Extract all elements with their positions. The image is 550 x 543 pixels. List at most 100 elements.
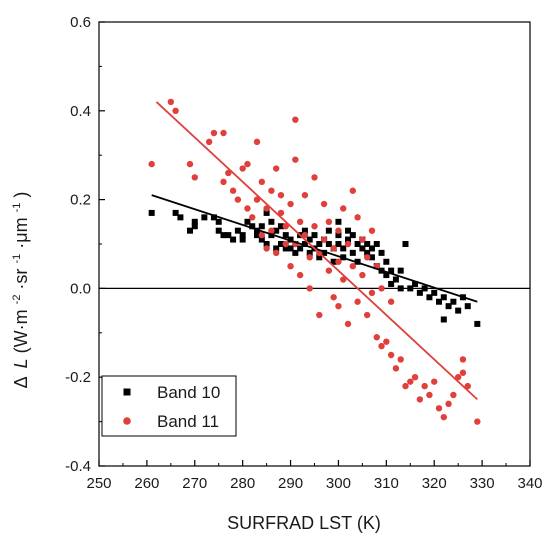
data-point-band-10 bbox=[297, 245, 304, 252]
data-point-band-10 bbox=[397, 285, 404, 292]
data-point-band-11 bbox=[210, 129, 218, 137]
data-point-band-10 bbox=[282, 232, 289, 239]
data-point-band-11 bbox=[253, 138, 261, 146]
data-point-band-11 bbox=[244, 160, 251, 168]
y-axis-unit-sup-2: -1 bbox=[11, 254, 23, 264]
data-point-band-10 bbox=[215, 227, 222, 234]
data-point-band-10 bbox=[354, 241, 361, 247]
data-point-band-11 bbox=[416, 396, 424, 403]
legend-marker-band-10 bbox=[123, 388, 131, 396]
data-point-band-11 bbox=[148, 160, 155, 168]
data-point-band-10 bbox=[455, 307, 462, 314]
data-point-band-11 bbox=[340, 205, 347, 212]
data-point-band-10 bbox=[249, 223, 256, 230]
y-axis-variable: L bbox=[11, 358, 31, 368]
data-point-band-10 bbox=[254, 232, 261, 239]
data-point-band-11 bbox=[387, 298, 395, 305]
x-tick-label: 260 bbox=[134, 475, 159, 492]
y-axis-unit-mid-2: ·μm bbox=[11, 217, 31, 248]
x-tick-label: 340 bbox=[517, 475, 542, 492]
data-point-band-10 bbox=[450, 298, 457, 305]
data-point-band-11 bbox=[249, 214, 256, 221]
data-point-band-11 bbox=[205, 138, 213, 146]
data-point-band-11 bbox=[296, 271, 304, 279]
data-point-band-10 bbox=[426, 294, 433, 301]
data-point-band-10 bbox=[345, 227, 352, 234]
data-point-band-11 bbox=[407, 378, 414, 385]
y-axis-unit-sup-3: -1 bbox=[11, 203, 23, 213]
data-point-band-11 bbox=[244, 205, 251, 212]
data-point-band-10 bbox=[416, 289, 423, 296]
data-point-band-10 bbox=[301, 227, 308, 234]
data-point-band-10 bbox=[440, 294, 447, 301]
data-point-band-10 bbox=[172, 209, 179, 216]
y-tick-label: 0.6 bbox=[70, 14, 91, 31]
data-point-band-11 bbox=[387, 351, 395, 359]
data-point-band-11 bbox=[354, 298, 361, 305]
data-point-band-10 bbox=[335, 218, 342, 225]
data-point-band-11 bbox=[421, 382, 428, 390]
data-point-band-11 bbox=[277, 209, 285, 217]
data-point-band-10 bbox=[177, 214, 184, 221]
y-axis-delta: Δ bbox=[11, 376, 31, 388]
y-axis-unit-close: ) bbox=[11, 192, 31, 198]
data-point-band-11 bbox=[311, 174, 318, 181]
data-point-band-10 bbox=[349, 232, 356, 239]
data-point-band-11 bbox=[292, 116, 299, 123]
x-tick-label: 330 bbox=[470, 475, 495, 492]
data-point-band-10 bbox=[397, 267, 404, 274]
data-point-band-10 bbox=[412, 280, 419, 287]
y-axis-unit-sup-1: -2 bbox=[11, 295, 23, 305]
data-point-band-11 bbox=[220, 178, 227, 186]
data-point-band-10 bbox=[364, 241, 371, 247]
data-point-band-10 bbox=[464, 303, 471, 310]
data-point-band-11 bbox=[349, 263, 357, 270]
data-point-band-10 bbox=[273, 245, 280, 252]
data-point-band-10 bbox=[306, 236, 313, 243]
data-point-band-11 bbox=[325, 267, 333, 274]
data-point-band-11 bbox=[287, 200, 294, 208]
data-point-band-11 bbox=[316, 311, 323, 319]
x-axis-title: SURFRAD LST (K) bbox=[227, 513, 381, 533]
data-point-band-11 bbox=[282, 223, 289, 230]
data-point-band-11 bbox=[320, 200, 328, 208]
data-point-band-11 bbox=[359, 271, 366, 279]
data-point-band-10 bbox=[474, 320, 481, 327]
data-point-band-11 bbox=[234, 196, 242, 203]
data-point-band-11 bbox=[301, 191, 309, 199]
data-point-band-11 bbox=[335, 258, 342, 265]
data-point-band-10 bbox=[345, 236, 352, 243]
data-point-band-10 bbox=[321, 249, 328, 256]
data-point-band-11 bbox=[392, 365, 400, 372]
data-point-band-11 bbox=[335, 302, 342, 310]
axes: 250 260 270 280 290 300 310 320 330 340 -0.4 -0.2 0.… bbox=[65, 14, 542, 492]
data-point-band-10 bbox=[364, 249, 371, 256]
data-point-band-10 bbox=[277, 223, 284, 230]
data-point-band-11 bbox=[397, 356, 404, 363]
data-point-band-11 bbox=[220, 129, 227, 137]
legend-label-band-11: Band 11 bbox=[157, 412, 219, 431]
data-point-band-11 bbox=[306, 285, 313, 292]
data-point-band-11 bbox=[263, 205, 270, 212]
data-point-band-10 bbox=[330, 258, 337, 265]
series-band-11 bbox=[148, 98, 481, 425]
data-point-band-11 bbox=[383, 338, 390, 345]
data-point-band-11 bbox=[191, 174, 198, 181]
data-point-band-11 bbox=[229, 187, 237, 194]
data-point-band-10 bbox=[388, 267, 395, 274]
data-point-band-10 bbox=[335, 241, 342, 247]
data-point-band-10 bbox=[292, 249, 299, 256]
data-point-band-10 bbox=[258, 223, 265, 230]
data-point-band-10 bbox=[440, 316, 447, 323]
data-point-band-11 bbox=[344, 320, 352, 328]
data-point-band-11 bbox=[359, 236, 366, 243]
data-point-band-10 bbox=[383, 272, 390, 279]
data-point-band-10 bbox=[186, 227, 193, 234]
x-tick-label: 280 bbox=[230, 475, 255, 492]
data-point-band-10 bbox=[325, 227, 332, 234]
data-point-band-10 bbox=[282, 245, 289, 252]
data-point-band-10 bbox=[254, 227, 261, 234]
data-point-band-10 bbox=[220, 232, 227, 239]
data-point-band-10 bbox=[301, 241, 308, 247]
